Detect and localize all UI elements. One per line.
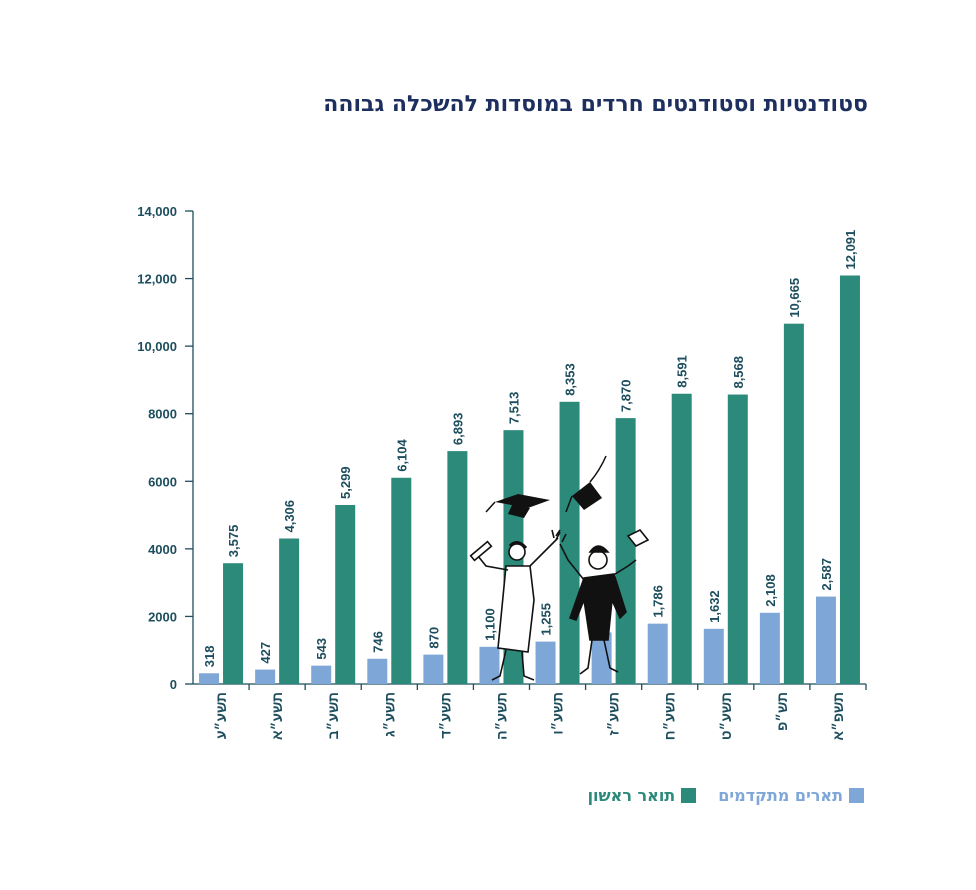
x-tick-label: תשע״א	[269, 692, 285, 740]
bar-advanced	[479, 646, 500, 684]
data-label: 7,513	[506, 392, 521, 425]
y-tick-label: 12,000	[137, 272, 177, 287]
data-label: 8,591	[675, 355, 690, 388]
chart-title: סטודנטיות וסטודנטים חרדים במוסדות להשכלה…	[323, 92, 868, 117]
legend-label-bachelor: תואר ראשון	[587, 786, 676, 805]
x-tick-label: תשע״ח	[662, 692, 678, 740]
data-label: 2,587	[819, 558, 834, 591]
legend-swatch-bachelor	[681, 788, 697, 803]
bar-bachelor	[223, 563, 244, 684]
data-label: 8,568	[731, 356, 746, 389]
x-tick-label: תשע״ו	[550, 692, 566, 735]
data-label: 8,353	[563, 363, 578, 396]
data-label: 318	[202, 646, 217, 668]
y-tick-label: 8000	[148, 407, 177, 422]
graduation-cap-icon	[495, 494, 550, 508]
bar-advanced	[311, 665, 332, 684]
bar-bachelor	[447, 451, 468, 684]
bar-advanced	[255, 669, 276, 684]
x-tick-label: תשע״ע	[213, 692, 229, 739]
x-tick-label: תשע״ה	[493, 692, 509, 740]
bar-bachelor	[279, 538, 300, 684]
bar-advanced	[647, 623, 668, 684]
data-label: 10,665	[787, 278, 802, 318]
x-tick-label: תשע״ג	[381, 692, 397, 737]
y-tick-label: 4000	[148, 542, 177, 557]
bar-advanced	[591, 632, 612, 684]
y-tick-label: 6000	[148, 474, 177, 489]
x-tick-label: תשע״ב	[325, 692, 341, 739]
legend-swatch-advanced	[849, 788, 864, 803]
data-label: 6,104	[394, 438, 409, 471]
x-tick-label: תשפ״א	[830, 692, 846, 740]
bar-bachelor	[559, 401, 580, 684]
bar-advanced	[703, 628, 724, 684]
graduates-illustration	[469, 455, 650, 681]
y-tick-label: 2000	[148, 609, 177, 624]
data-label: 3,575	[226, 525, 241, 558]
chart-axes: 0 2000 4000 6000 8000 10,000 12,000 14,000 תשע״ע…	[137, 204, 867, 740]
data-label: 12,091	[843, 230, 858, 270]
graduation-cap-icon	[508, 505, 530, 518]
graduate-woman	[469, 529, 561, 681]
bar-advanced	[199, 673, 220, 684]
data-label: 746	[370, 631, 385, 653]
bar-bachelor	[839, 275, 860, 684]
data-label: 543	[314, 638, 329, 660]
data-label: 5,299	[338, 466, 353, 499]
data-label: 870	[426, 627, 441, 649]
bar-bachelor	[783, 323, 804, 684]
bar-advanced	[535, 641, 556, 684]
bar-advanced	[815, 596, 836, 684]
data-label: 1,255	[539, 603, 554, 636]
x-tick-label: תשע״ז	[606, 692, 622, 736]
bar-advanced	[759, 612, 780, 684]
data-label: 427	[258, 642, 273, 664]
x-tick-label: תשע״ד	[437, 692, 453, 739]
bar-bachelor	[391, 477, 412, 684]
bar-bachelor	[727, 394, 748, 684]
data-label: 4,306	[282, 500, 297, 533]
data-label: 1,100	[482, 608, 497, 641]
y-tick-label: 10,000	[137, 339, 177, 354]
legend-item-advanced: תארים מתקדמים	[718, 786, 864, 805]
y-tick-label: 14,000	[137, 204, 177, 219]
y-tick-label: 0	[170, 677, 177, 692]
graduate-man	[555, 528, 650, 675]
bar-advanced	[423, 654, 444, 684]
chart-legend: תארים מתקדמים תואר ראשון	[588, 786, 864, 805]
x-tick-label: תשע״ט	[718, 692, 734, 740]
data-label: 7,870	[619, 380, 634, 413]
data-label: 2,108	[763, 574, 778, 607]
data-label: 6,893	[450, 413, 465, 446]
chart-bars: 3184275437468701,1001,2551,5251,7861,632…	[199, 230, 860, 684]
bar-bachelor	[335, 504, 356, 684]
graduation-cap-icon	[572, 482, 602, 510]
data-label: 1,786	[651, 585, 666, 618]
bar-bachelor	[671, 393, 692, 684]
data-label: 1,632	[707, 590, 722, 623]
legend-item-bachelor: תואר ראשון	[588, 786, 697, 805]
bar-advanced	[367, 658, 388, 684]
bar-bachelor	[615, 418, 636, 684]
legend-label-advanced: תארים מתקדמים	[718, 786, 843, 805]
x-tick-label: תש״פ	[774, 692, 790, 731]
